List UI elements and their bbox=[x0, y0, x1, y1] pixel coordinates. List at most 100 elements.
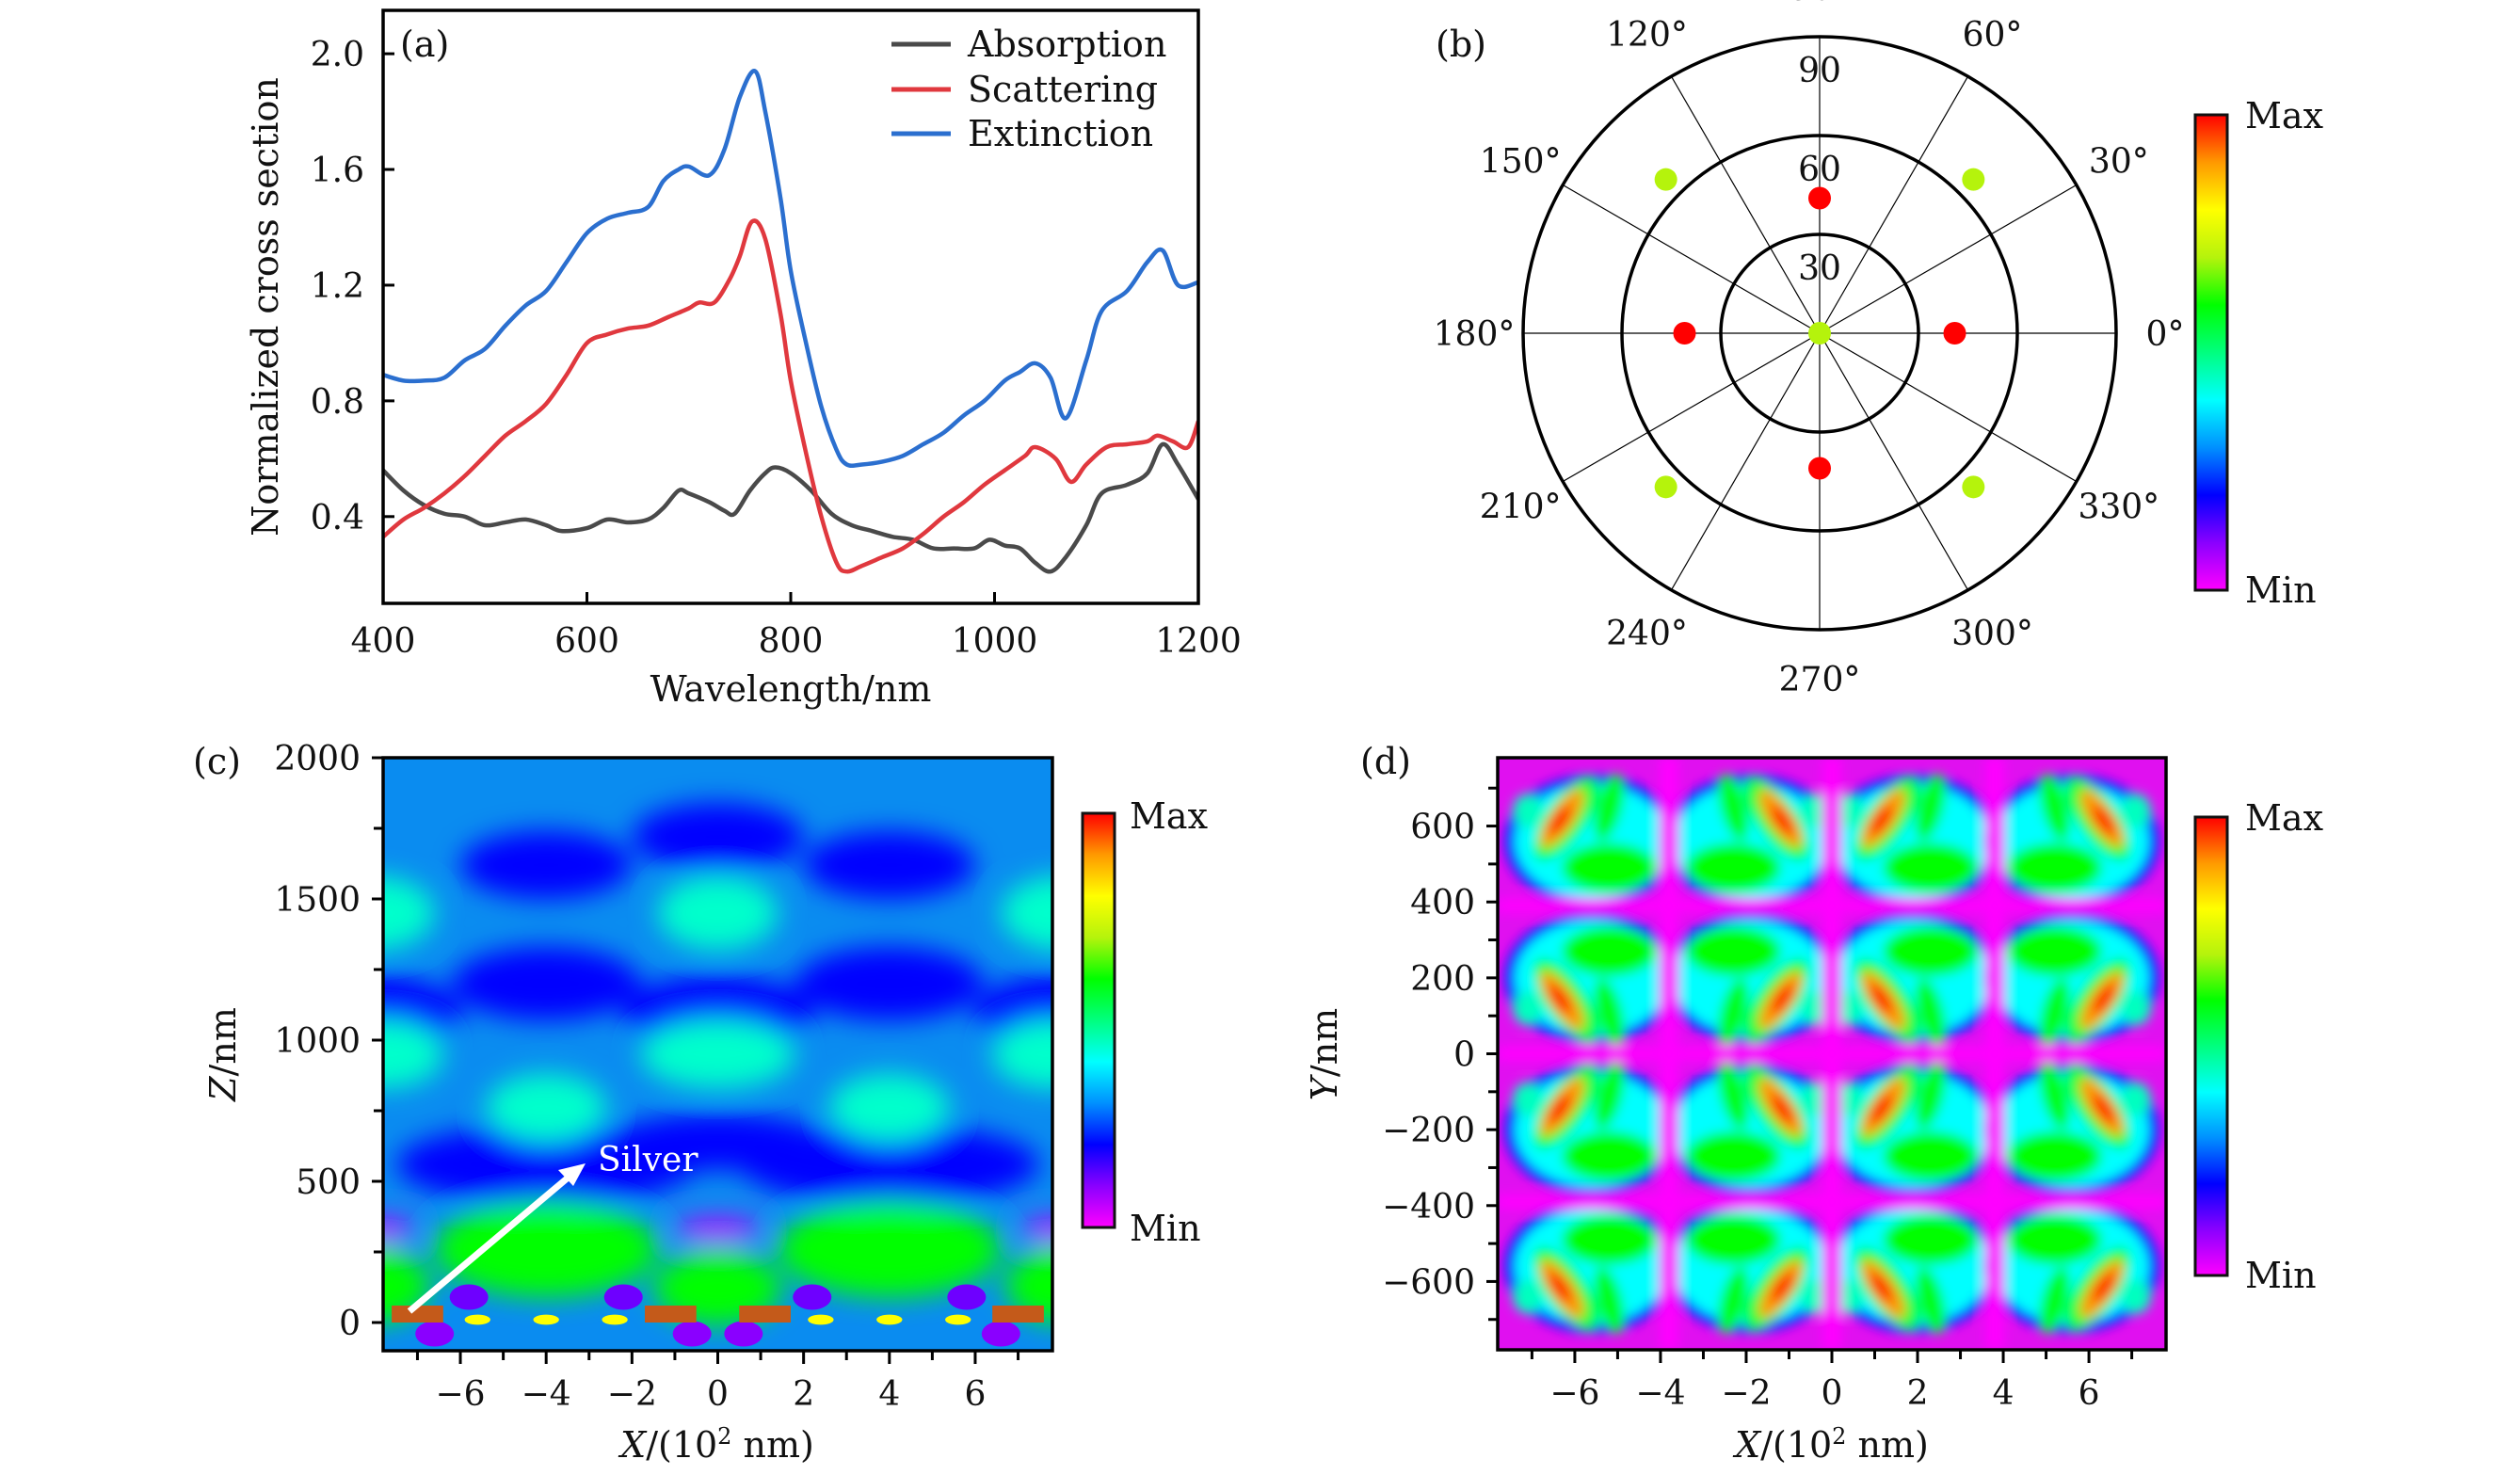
low-field-band bbox=[795, 947, 985, 1020]
angle-tick-label: 180° bbox=[1434, 315, 1516, 354]
y-axis: 0 500 1000 1500 2000 bbox=[274, 740, 383, 1343]
x-tick-label: −6 bbox=[435, 1375, 485, 1414]
x-axis-title-unit: /(10 bbox=[646, 1424, 717, 1466]
y-axis-title: Z/nm bbox=[202, 1007, 244, 1102]
hotspot bbox=[602, 1314, 628, 1325]
angle-tick-label: 240° bbox=[1606, 615, 1688, 653]
colorbar bbox=[2193, 113, 2229, 592]
scatter-point bbox=[1962, 475, 1985, 499]
angle-tick-label: 120° bbox=[1606, 16, 1688, 55]
scatter-point bbox=[1943, 322, 1966, 345]
angle-tick-label: 150° bbox=[1480, 143, 1562, 182]
angle-tick-labels: 0° 30° 60° 90° 120° 150° 180° 210° 240° 270° 300° 3… bbox=[1434, 0, 2185, 699]
y-tick-label: −400 bbox=[1382, 1188, 1475, 1226]
streak-peak bbox=[1549, 806, 1571, 835]
angle-tick-label: 270° bbox=[1779, 661, 1861, 699]
x-tick-label: 6 bbox=[965, 1375, 987, 1414]
y-tick-label: 200 bbox=[1410, 960, 1475, 999]
series-line-extinction bbox=[383, 69, 1198, 468]
green-band bbox=[778, 1201, 1002, 1297]
angular-gridline bbox=[1819, 75, 1969, 334]
y-tick-label: 0.8 bbox=[311, 383, 364, 422]
streak-peak bbox=[2093, 806, 2115, 835]
y-axis-title-unit: /nm bbox=[202, 1007, 244, 1076]
y-axis-title-symbol: Y bbox=[1304, 1073, 1345, 1100]
streak-side bbox=[1915, 1062, 1946, 1130]
x-tick-label: 600 bbox=[554, 622, 619, 661]
low-field-band bbox=[610, 1114, 826, 1170]
field-cell bbox=[1825, 911, 2001, 1046]
x-tick-label: 1200 bbox=[1155, 622, 1242, 661]
angular-gridline bbox=[1670, 332, 1821, 591]
side-spot bbox=[2121, 794, 2152, 828]
node-line bbox=[1498, 1194, 2166, 1210]
radial-ring bbox=[1521, 35, 2118, 632]
colorbar-max-label: Max bbox=[1130, 795, 1208, 837]
y-tick-label: 1.6 bbox=[311, 152, 364, 190]
y-tick-label: 1.2 bbox=[311, 267, 364, 306]
bright-spot bbox=[383, 1020, 443, 1088]
x-tick-label: 1000 bbox=[952, 622, 1038, 661]
streak-peak bbox=[1549, 984, 1571, 1014]
angle-tick-label: 60° bbox=[1963, 16, 2023, 55]
x-axis-title-tail: nm) bbox=[1846, 1424, 1928, 1466]
near-field-lobe bbox=[724, 1321, 763, 1347]
scatter-point bbox=[1808, 186, 1831, 210]
angular-gridline bbox=[1819, 184, 2078, 334]
cell-body bbox=[1562, 926, 1657, 976]
field-cell bbox=[1825, 1199, 2001, 1334]
silver-block bbox=[392, 1306, 443, 1323]
side-spot bbox=[2121, 990, 2152, 1026]
x-tick-label: −6 bbox=[1549, 1374, 1599, 1413]
field-cell bbox=[1825, 1062, 2001, 1196]
streak-side bbox=[1594, 1062, 1625, 1130]
side-spot bbox=[1834, 990, 1865, 1026]
y-tick-label: −600 bbox=[1382, 1263, 1475, 1302]
hotspot bbox=[945, 1314, 971, 1325]
line-series-group bbox=[383, 69, 1198, 574]
x-tick-label: 800 bbox=[759, 622, 824, 661]
side-spot bbox=[1512, 794, 1543, 828]
y-tick-label: 1000 bbox=[274, 1022, 361, 1061]
angular-gridline bbox=[1670, 75, 1821, 334]
streak-peak bbox=[1549, 1094, 1571, 1124]
streak-side bbox=[1718, 1267, 1749, 1334]
x-axis-title-symbol: X bbox=[1732, 1424, 1762, 1466]
bright-spot bbox=[1001, 876, 1052, 950]
streak-side bbox=[2039, 1062, 2070, 1130]
y-axis-title: Normalized cross section bbox=[245, 77, 286, 537]
low-field-band bbox=[460, 831, 633, 899]
y-tick-label: 2.0 bbox=[311, 36, 364, 74]
scatter-point bbox=[1808, 322, 1831, 345]
field-cell bbox=[1662, 911, 1838, 1046]
field-cell bbox=[1983, 774, 2160, 908]
colorbar-min-label: Min bbox=[1130, 1208, 1201, 1249]
side-spot bbox=[1799, 990, 1830, 1026]
x-tick-label: −2 bbox=[607, 1375, 657, 1414]
hotspot bbox=[533, 1314, 559, 1325]
angular-gridlines bbox=[1523, 37, 2116, 630]
silver-block bbox=[645, 1306, 697, 1323]
angular-gridline bbox=[1562, 332, 1821, 483]
streak-side bbox=[1915, 1267, 1946, 1334]
side-spot bbox=[1799, 1082, 1830, 1117]
scatter-point bbox=[1654, 168, 1677, 191]
scatter-points bbox=[1654, 168, 1985, 499]
streak-peak bbox=[2093, 1273, 2115, 1302]
cell-body bbox=[1562, 1131, 1657, 1181]
series-line-scattering bbox=[383, 218, 1198, 574]
node-line bbox=[1498, 898, 2166, 914]
side-spot bbox=[1834, 794, 1865, 828]
x-axis-title: X/(102 nm) bbox=[1732, 1423, 1929, 1466]
panel-label-b: (b) bbox=[1436, 24, 1486, 65]
side-spot bbox=[1799, 1279, 1830, 1314]
streak-peak bbox=[1870, 1094, 1893, 1124]
x-axis-title: X/(102 nm) bbox=[618, 1423, 814, 1466]
bright-spot bbox=[640, 1020, 795, 1088]
cell-body bbox=[2007, 1131, 2102, 1181]
hotspot bbox=[464, 1314, 490, 1325]
radial-rings bbox=[1521, 35, 2118, 632]
annotation-label: Silver bbox=[598, 1141, 698, 1179]
x-axis-title-exponent: 2 bbox=[717, 1423, 731, 1450]
streak-peak bbox=[2093, 984, 2115, 1014]
